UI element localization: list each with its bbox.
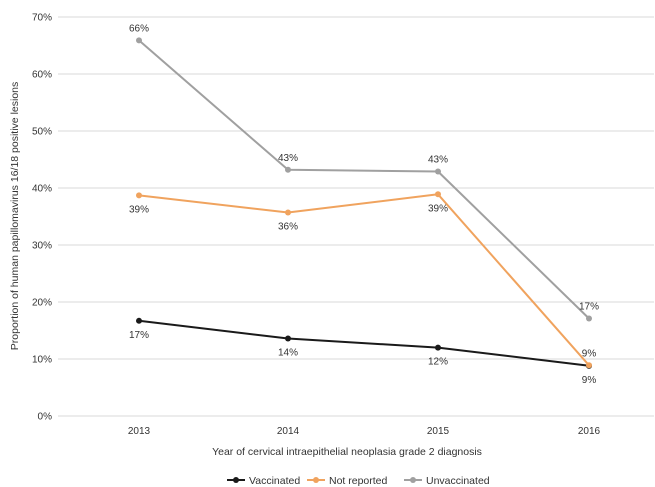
- data-label: 12%: [428, 357, 448, 368]
- data-labels: 17% 14% 12% 9% 39% 36% 39% 9% 66% 43% 43% 17%: [129, 23, 599, 385]
- data-point: [285, 209, 291, 216]
- y-tick-label: 30%: [32, 241, 52, 252]
- data-label: 17%: [129, 330, 149, 341]
- legend-marker: [313, 477, 319, 483]
- x-tick-label: 2016: [578, 426, 601, 437]
- data-label: 39%: [428, 203, 448, 214]
- legend-label: Vaccinated: [249, 475, 300, 487]
- x-tick-label: 2014: [277, 426, 300, 437]
- y-tick-label: 0%: [38, 412, 53, 423]
- data-label: 66%: [129, 23, 149, 34]
- x-tick-label: 2015: [427, 426, 450, 437]
- data-point: [586, 315, 592, 322]
- x-axis-title: Year of cervical intraepithelial neoplas…: [212, 446, 482, 458]
- data-point: [136, 192, 142, 199]
- data-label: 43%: [278, 153, 298, 164]
- gridlines: [58, 16, 654, 417]
- data-point: [136, 37, 142, 44]
- data-label: 39%: [129, 204, 149, 215]
- data-point: [435, 344, 441, 351]
- legend-marker: [233, 477, 239, 483]
- legend-marker: [410, 477, 416, 483]
- data-point: [435, 168, 441, 175]
- data-point: [586, 362, 592, 369]
- series-line-vaccinated: [138, 319, 590, 367]
- legend-label: Not reported: [329, 475, 388, 487]
- series-line-not-reported: [138, 193, 590, 367]
- data-point: [136, 317, 142, 324]
- y-tick-label: 50%: [32, 127, 52, 138]
- y-tick-label: 10%: [32, 355, 52, 366]
- data-label: 9%: [582, 348, 597, 359]
- y-tick-label: 40%: [32, 184, 52, 195]
- y-axis-ticks: 0% 10% 20% 30% 40% 50% 60% 70%: [32, 13, 52, 423]
- series-lines: [136, 37, 592, 369]
- y-tick-label: 20%: [32, 298, 52, 309]
- data-point: [435, 191, 441, 198]
- series-line-unvaccinated: [138, 39, 590, 320]
- legend-label: Unvaccinated: [426, 475, 490, 487]
- data-label: 36%: [278, 222, 298, 233]
- data-label: 9%: [582, 375, 597, 386]
- legend: Vaccinated Not reported Unvaccinated: [227, 475, 490, 487]
- data-point: [285, 335, 291, 342]
- y-tick-label: 70%: [32, 13, 52, 24]
- y-axis-title: Proportion of human papillomavirus 16/18…: [9, 82, 21, 350]
- data-label: 17%: [579, 302, 599, 313]
- data-point: [285, 166, 291, 173]
- x-axis-ticks: 2013 2014 2015 2016: [128, 426, 601, 437]
- data-label: 43%: [428, 154, 448, 165]
- data-label: 14%: [278, 347, 298, 358]
- x-tick-label: 2013: [128, 426, 151, 437]
- y-tick-label: 60%: [32, 70, 52, 81]
